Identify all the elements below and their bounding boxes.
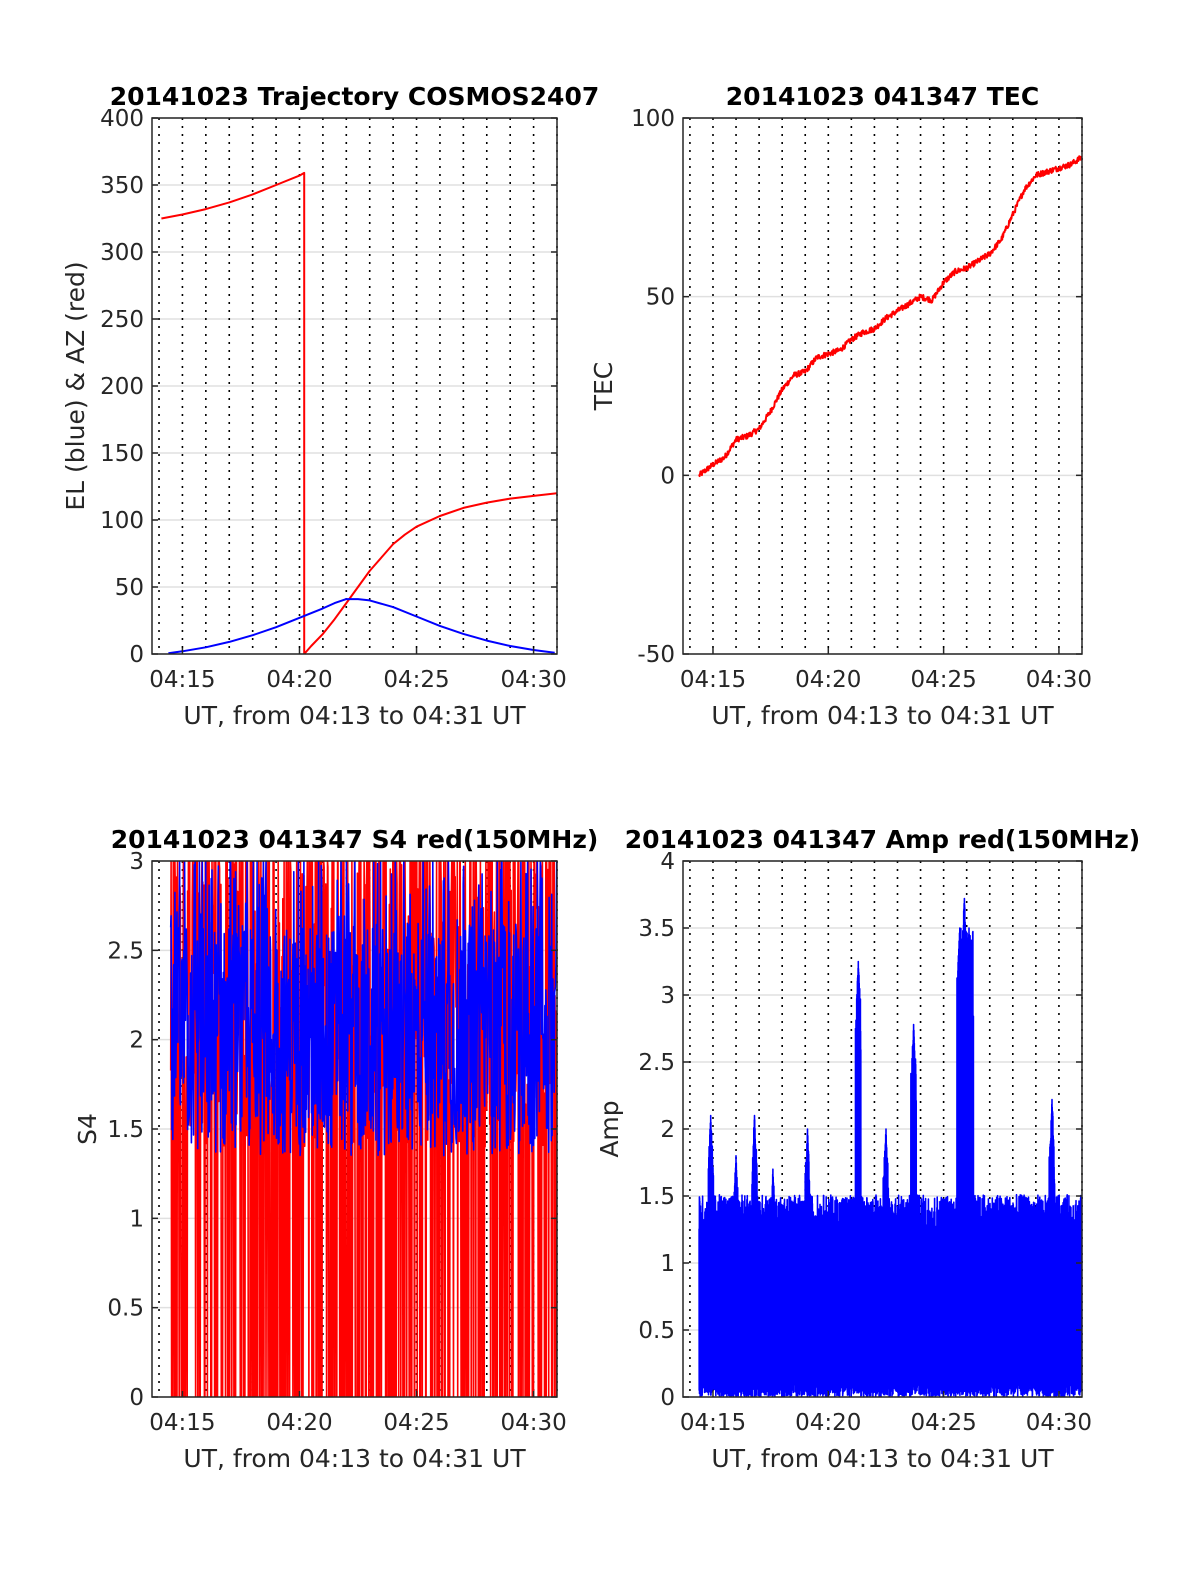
y-tick-label: 0: [660, 1385, 675, 1411]
y-tick-label: 3.5: [638, 916, 675, 942]
y-tick-label: 0: [129, 1385, 144, 1411]
series-line-2: [169, 861, 557, 1157]
y-tick-label: 0.5: [638, 1318, 675, 1344]
x-tick-label: 04:15: [149, 1410, 215, 1436]
x-tick-label: 04:30: [1026, 1410, 1092, 1436]
y-tick-label: 3: [129, 849, 144, 875]
x-tick-label: 04:25: [910, 667, 976, 693]
plot-area: [161, 171, 557, 654]
x-tick-label: 04:20: [795, 667, 861, 693]
y-axis-label: S4: [73, 1113, 102, 1145]
chart-title: 20141023 041347 S4 red(150MHz): [111, 825, 599, 854]
chart-title: 20141023 041347 Amp red(150MHz): [625, 825, 1141, 854]
series-line-1: [161, 171, 557, 654]
y-axis-label: Amp: [595, 1100, 624, 1157]
axes-box: [682, 117, 1083, 655]
y-tick-label: 1.5: [638, 1184, 675, 1210]
x-tick-label: 04:20: [266, 1410, 332, 1436]
y-tick-label: 0: [129, 642, 144, 668]
y-axis-label: EL (blue) & AZ (red): [61, 261, 90, 510]
y-tick-label: 0: [660, 463, 675, 489]
x-tick-label: 04:20: [795, 1410, 861, 1436]
x-tick-label: 04:25: [383, 667, 449, 693]
x-tick-label: 04:30: [1026, 667, 1092, 693]
series-line-2: [168, 598, 555, 654]
plot-area: [698, 155, 1082, 478]
x-axis-label: UT, from 04:13 to 04:31 UT: [711, 1444, 1054, 1473]
x-tick-label: 04:25: [383, 1410, 449, 1436]
chart-title: 20141023 Trajectory COSMOS2407: [110, 82, 600, 111]
y-tick-label: 350: [100, 173, 144, 199]
y-tick-label: 100: [631, 106, 675, 132]
y-tick-label: 2: [660, 1117, 675, 1143]
chart-panel-4: 0 0.5 1 1.5 2 2.5 3 3.5 4 04:15 04:20 04:25 04:30 201…: [595, 825, 1140, 1473]
y-tick-label: 150: [100, 441, 144, 467]
x-tick-label: 04:30: [500, 1410, 566, 1436]
y-tick-label: 50: [115, 575, 144, 601]
plot-area: [698, 897, 1082, 1397]
y-tick-label: 200: [100, 374, 144, 400]
x-tick-label: 04:15: [149, 667, 215, 693]
y-tick-label: 250: [100, 307, 144, 333]
chart-panel-3: 0 0.5 1 1.5 2 2.5 3 04:15 04:20 04:25 04:30 2014102…: [73, 825, 598, 1473]
y-tick-label: 100: [100, 508, 144, 534]
plot-area: [169, 861, 557, 1397]
y-tick-label: 3: [660, 983, 675, 1009]
y-tick-label: 1: [129, 1206, 144, 1232]
series-line-1: [698, 897, 1082, 1397]
y-tick-label: -50: [637, 642, 675, 668]
x-tick-label: 04:15: [680, 1410, 746, 1436]
x-axis-label: UT, from 04:13 to 04:31 UT: [183, 701, 526, 730]
y-tick-label: 50: [646, 285, 675, 311]
y-tick-label: 0.5: [107, 1296, 144, 1322]
chart-panel-2: -50 0 50 100 04:15 04:20 04:25 04:30 20141023 04…: [589, 82, 1092, 730]
y-tick-label: 2.5: [638, 1050, 675, 1076]
y-tick-label: 1: [660, 1251, 675, 1277]
y-tick-label: 300: [100, 240, 144, 266]
x-tick-label: 04:20: [266, 667, 332, 693]
series-line-1: [698, 155, 1082, 478]
y-tick-label: 4: [660, 849, 675, 875]
chart-title: 20141023 041347 TEC: [726, 82, 1039, 111]
y-tick-label: 2.5: [107, 938, 144, 964]
x-tick-label: 04:30: [500, 667, 566, 693]
x-axis-label: UT, from 04:13 to 04:31 UT: [711, 701, 1054, 730]
y-tick-label: 400: [100, 106, 144, 132]
x-tick-label: 04:15: [680, 667, 746, 693]
y-axis-label: TEC: [589, 362, 618, 412]
x-tick-label: 04:25: [910, 1410, 976, 1436]
x-axis-label: UT, from 04:13 to 04:31 UT: [183, 1444, 526, 1473]
y-tick-label: 1.5: [107, 1117, 144, 1143]
chart-panel-1: 0 50 100 150 200 250 300 350 400 04:15 04:20 04:25 0…: [61, 82, 599, 730]
y-tick-label: 2: [129, 1028, 144, 1054]
